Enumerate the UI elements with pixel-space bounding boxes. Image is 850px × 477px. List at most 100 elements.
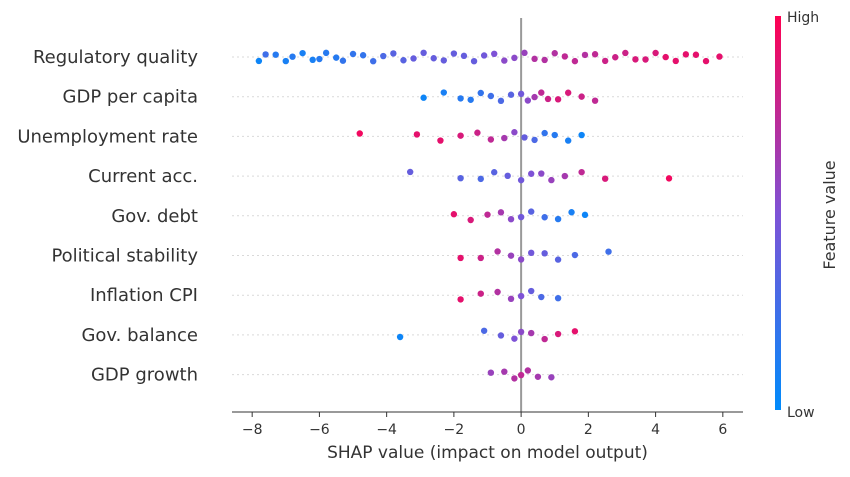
shap-point	[507, 91, 515, 98]
shap-point	[541, 335, 548, 343]
feature-label: Regulatory quality	[33, 47, 198, 68]
x-tick-label: −2	[444, 422, 465, 438]
shap-point	[410, 55, 417, 62]
shap-point	[289, 53, 296, 60]
shap-point	[497, 332, 505, 339]
feature-label: Current acc.	[88, 166, 198, 187]
colorbar-low-label: Low	[787, 405, 815, 421]
shap-point	[494, 288, 501, 296]
shap-point	[538, 89, 545, 96]
shap-point	[591, 97, 599, 104]
shap-point	[571, 251, 579, 259]
shap-point	[571, 57, 579, 65]
shap-point	[531, 55, 538, 63]
shap-point	[642, 56, 649, 63]
shap-point	[460, 52, 468, 60]
shap-point	[538, 293, 545, 301]
shap-point	[551, 131, 558, 139]
shap-point	[568, 209, 575, 216]
shap-point	[356, 130, 363, 137]
shap-point	[531, 136, 538, 144]
shap-point	[652, 49, 659, 57]
x-tick-label: −4	[376, 422, 397, 438]
shap-point	[413, 131, 421, 138]
shap-point	[450, 50, 458, 57]
shap-point	[504, 172, 511, 180]
shap-point	[541, 214, 548, 221]
feature-labels: Regulatory quality GDP per capita Unemploy…	[17, 47, 198, 386]
shap-point	[487, 369, 495, 376]
shap-point	[534, 373, 542, 380]
shap-point	[591, 51, 599, 58]
shap-point	[551, 50, 558, 57]
shap-point	[457, 132, 464, 139]
shap-point	[521, 49, 528, 57]
shap-point	[682, 51, 690, 58]
x-tick-label: −8	[242, 422, 263, 438]
shap-point	[497, 209, 505, 216]
colorbar-high-label: High	[787, 10, 819, 26]
shap-point	[359, 52, 367, 59]
shap-point	[491, 169, 498, 176]
shap-point	[601, 57, 609, 65]
shap-point	[255, 57, 263, 65]
shap-point	[480, 52, 488, 59]
shap-point	[477, 290, 484, 297]
shap-point	[400, 57, 407, 64]
shap-point	[541, 129, 548, 137]
shap-point	[272, 51, 279, 58]
colorbar-gradient	[775, 16, 781, 410]
shap-point	[672, 57, 679, 65]
shap-point	[511, 335, 518, 342]
shap-point	[457, 95, 464, 102]
shap-point	[662, 53, 669, 61]
shap-point	[531, 93, 538, 101]
shap-point	[548, 176, 555, 184]
shap-point	[517, 256, 525, 263]
shap-point	[497, 97, 505, 105]
feature-label: Political stability	[51, 246, 198, 267]
shap-point	[467, 216, 474, 224]
shap-point	[511, 129, 518, 136]
shap-point	[578, 131, 585, 139]
shap-point	[517, 176, 525, 184]
shap-point	[665, 175, 673, 182]
shap-point	[541, 250, 548, 257]
shap-point	[480, 327, 488, 334]
x-tick-label: 2	[584, 422, 593, 438]
feature-label: GDP per capita	[63, 87, 198, 108]
shap-point	[548, 374, 555, 381]
shap-point	[538, 170, 545, 177]
shap-point	[501, 368, 508, 375]
x-tick-label: −6	[309, 422, 330, 438]
shap-point	[339, 57, 347, 64]
shap-point	[369, 57, 377, 65]
shap-point	[487, 136, 495, 143]
shap-point	[450, 211, 458, 218]
shap-point	[477, 175, 484, 183]
shap-point	[554, 215, 562, 223]
shap-point	[457, 174, 464, 182]
shap-point	[561, 53, 569, 60]
shap-point	[517, 328, 525, 336]
shap-point	[702, 57, 710, 65]
x-tick-label: 0	[517, 422, 526, 438]
shap-point	[501, 57, 508, 64]
shap-point	[420, 49, 427, 57]
shap-point	[524, 367, 532, 374]
shap-point	[541, 56, 548, 64]
feature-label: Inflation CPI	[90, 285, 198, 306]
shap-point	[396, 333, 404, 341]
shap-point	[524, 97, 532, 104]
shap-point	[601, 175, 609, 182]
shap-point	[380, 52, 387, 60]
shap-point	[484, 211, 491, 218]
shap-point	[561, 172, 569, 180]
shap-point	[322, 49, 330, 57]
feature-label: GDP growth	[91, 365, 198, 386]
shap-point	[571, 328, 579, 335]
shap-point	[622, 49, 629, 57]
shap-point	[578, 93, 585, 100]
